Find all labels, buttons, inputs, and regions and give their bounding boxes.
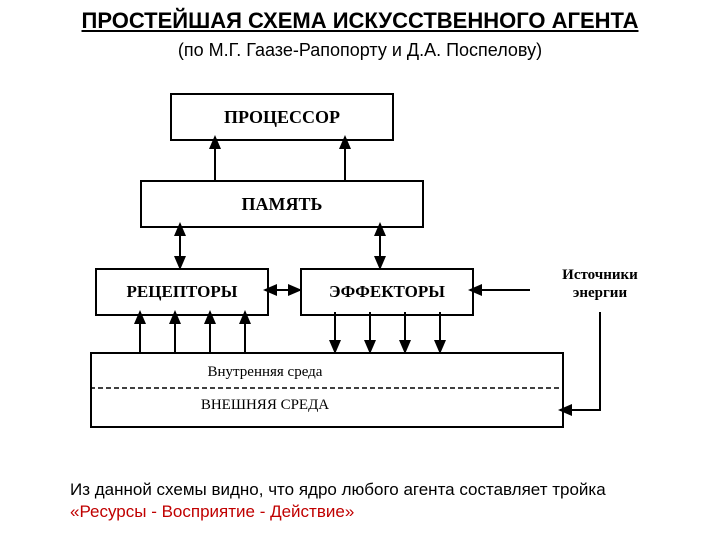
box-processor: ПРОЦЕССОР	[170, 93, 394, 141]
footer-line-1: Из данной схемы видно, что ядро любого а…	[70, 480, 606, 500]
box-inner_env: Внутренняя среда	[155, 358, 375, 386]
footer-line-2: «Ресурсы - Восприятие - Действие»	[70, 502, 354, 522]
box-energy: Источникиэнергии	[530, 256, 670, 312]
box-effectors: ЭФФЕКТОРЫ	[300, 268, 474, 316]
page-subtitle: (по М.Г. Гаазе-Рапопорту и Д.А. Поспелов…	[120, 40, 600, 61]
page-title: ПРОСТЕЙШАЯ СХЕМА ИСКУССТВЕННОГО АГЕНТА	[30, 8, 690, 34]
box-outer_env: ВНЕШНЯЯ СРЕДА	[155, 392, 375, 418]
box-receptors: РЕЦЕПТОРЫ	[95, 268, 269, 316]
box-memory: ПАМЯТЬ	[140, 180, 424, 228]
